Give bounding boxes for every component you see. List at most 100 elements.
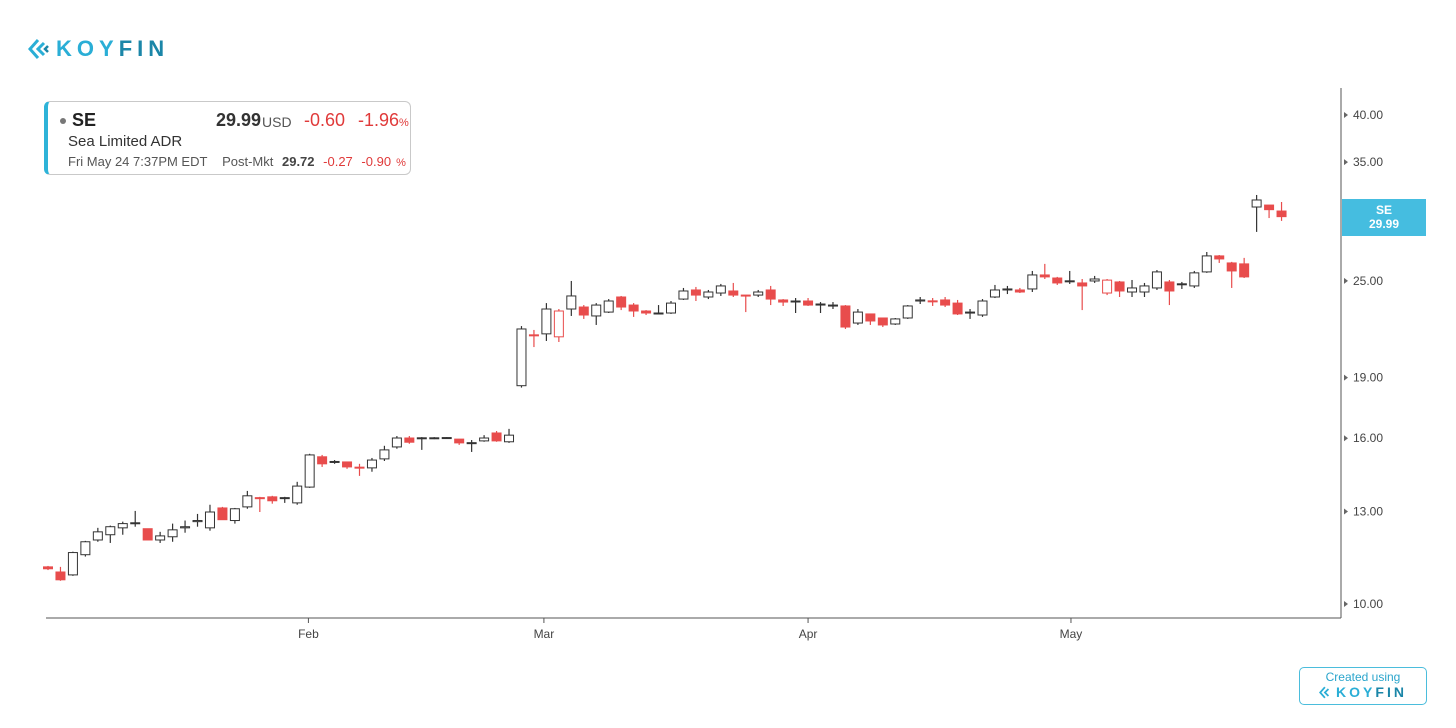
candle-body [1226,262,1237,272]
candle-body [952,302,963,315]
candle-body [902,305,913,319]
candle-body [317,456,328,465]
candle-body [342,461,353,468]
candle-body [541,308,552,335]
post-market-change-pct: -0.90% [361,154,406,169]
candle-body [1102,279,1113,294]
y-tick-marker-icon [1344,374,1348,381]
candle-body [167,529,178,538]
candle-body [1239,263,1250,278]
candle-body [80,541,91,556]
candle-body [1127,287,1138,293]
candle-body [965,311,976,314]
candle-body [578,306,589,316]
candle-body [803,300,814,306]
candle-body [927,300,938,303]
candle-body [678,290,689,300]
created-using-koyfin-link[interactable]: Created using KOYFIN [1299,667,1427,705]
candle-body [977,300,988,316]
candle-body [1201,255,1212,273]
candle-body [279,497,290,500]
candle-body [1089,278,1100,282]
candle-body [690,289,701,296]
candle-body [641,310,652,314]
candle-body [180,526,191,529]
candle-body [1276,210,1287,218]
candle-body [379,449,390,460]
y-tick-marker-icon [1344,277,1348,284]
candle-body [1176,283,1187,286]
candle-body [1027,274,1038,290]
candle-body [267,496,278,502]
x-tick-label: Feb [298,627,319,641]
last-price-badge: SE 29.99 [1342,199,1426,236]
x-tick-label: May [1060,627,1083,641]
y-tick-marker-icon [1344,112,1348,119]
post-market-row: Fri May 24 7:37PM EDT Post-Mkt 29.72 -0.… [68,154,411,169]
candle-body [852,311,863,324]
x-tick-label: Mar [534,627,555,641]
candle-body [989,289,1000,298]
quote-datetime: Fri May 24 7:37PM EDT [68,154,208,169]
quote-legend: SE 29.99 USD -0.60 -1.96% Sea Limited AD… [44,101,411,175]
koyfin-logo[interactable]: KOYFIN [28,36,169,62]
candle-body [1064,280,1075,283]
candle-body [1014,289,1025,293]
candle-body [404,437,415,443]
badge-ticker: SE [1375,203,1392,217]
y-tick-label: 35.00 [1353,155,1383,169]
candle-body [55,571,66,581]
candle-body [940,299,951,306]
candle-body [254,497,265,500]
candle-body [229,508,240,522]
candle-body [865,313,876,322]
candle-body [765,289,776,300]
candle-body [827,304,838,307]
y-tick-label: 10.00 [1353,597,1383,611]
candle-body [566,295,577,310]
candle-body [1251,199,1262,208]
logo-text: KOYFIN [56,36,170,61]
candle-body [653,312,664,315]
candle-body [242,495,253,508]
candle-body [217,507,228,521]
price-change-pct: -1.96% [358,110,409,130]
candle-body [504,434,515,443]
candle-body [715,285,726,294]
last-price: 29.99 [216,110,262,130]
candle-body [1052,277,1063,284]
candle-body [117,523,128,529]
candle-body [329,460,340,463]
candle-body [740,294,751,297]
candle-body [441,437,452,440]
price-change: -0.60 [304,110,346,130]
candle-body [192,520,203,523]
candle-body [1264,204,1275,211]
badge-price: 29.99 [1368,217,1400,231]
candle-body [616,296,627,308]
candle-body [354,466,365,469]
candle-body [840,305,851,328]
post-market-price: 29.72 [281,154,315,169]
candle-body [728,290,739,296]
y-tick-label: 16.00 [1353,431,1383,445]
candle-body [1139,285,1150,293]
candle-body [1039,274,1050,278]
y-tick-label: 13.00 [1353,504,1383,518]
candle-body [1151,271,1162,289]
candle-body [391,437,402,448]
koyfin-chevron-icon [28,39,49,59]
y-tick-marker-icon [1344,159,1348,166]
candle-body [92,531,103,541]
candle-body [666,302,676,314]
candle-body [628,304,639,312]
y-tick-label: 19.00 [1353,371,1383,385]
currency: USD [262,114,292,130]
candle-body [753,291,764,296]
candle-body [416,437,427,440]
candle-body [1002,288,1013,291]
candle-body [105,526,116,536]
created-using-text: Created using [1325,670,1401,684]
candle-body [915,299,926,302]
